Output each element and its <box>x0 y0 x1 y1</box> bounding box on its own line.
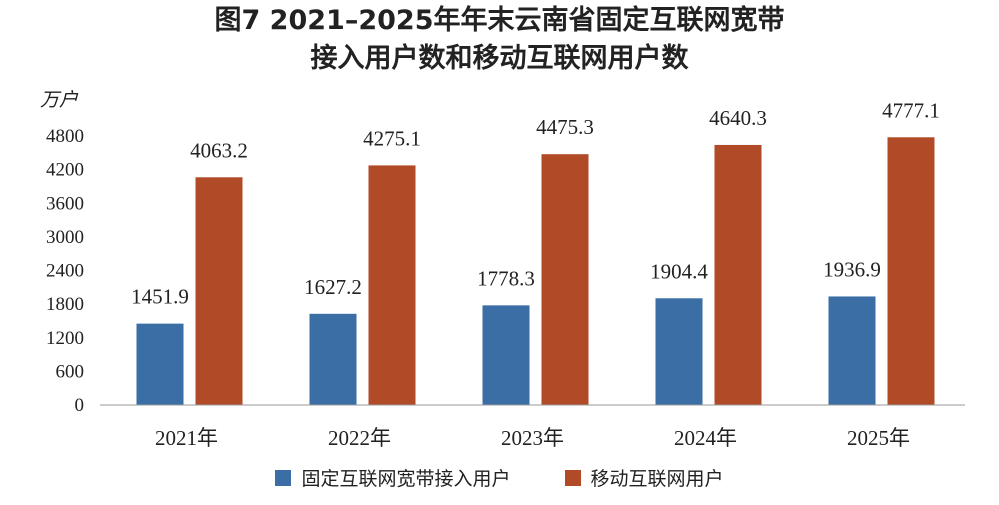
legend: 固定互联网宽带接入用户 移动互联网用户 <box>0 464 999 491</box>
chart-title: 图7 2021–2025年年末云南省固定互联网宽带 接入用户数和移动互联网用户数 <box>0 2 999 78</box>
y-tick-label: 2400 <box>46 261 84 282</box>
y-tick-label: 4800 <box>46 126 84 147</box>
bar-broadband <box>309 313 357 405</box>
chart-title-line-1: 图7 2021–2025年年末云南省固定互联网宽带 <box>214 5 785 36</box>
legend-item-mobile: 移动互联网用户 <box>564 464 724 491</box>
y-axis-ticks: 0 600 1200 1800 2400 3000 3600 4200 4800 <box>46 126 84 416</box>
legend-item-broadband: 固定互联网宽带接入用户 <box>275 464 511 491</box>
bar-broadband <box>655 298 703 405</box>
x-tick-label: 2023年 <box>501 426 564 450</box>
x-axis-ticks: 2021年 2022年 2023年 2024年 2025年 <box>155 426 910 450</box>
data-label: 4475.3 <box>536 115 594 139</box>
x-tick-label: 2025年 <box>847 426 910 450</box>
x-tick-label: 2021年 <box>155 426 218 450</box>
bar-broadband <box>828 296 876 405</box>
data-label: 1904.4 <box>650 259 708 283</box>
y-tick-label: 3000 <box>46 227 84 248</box>
y-axis-unit: 万户 <box>40 89 79 111</box>
data-label: 1451.9 <box>131 285 189 309</box>
y-tick-label: 3600 <box>46 193 84 214</box>
bar-mobile <box>195 177 243 405</box>
y-tick-label: 0 <box>75 395 85 416</box>
bar-mobile <box>714 144 762 405</box>
data-label: 4063.2 <box>190 138 248 162</box>
data-label: 4777.1 <box>882 98 940 122</box>
data-label: 4275.1 <box>363 126 421 150</box>
y-tick-label: 1800 <box>46 294 84 315</box>
x-tick-label: 2022年 <box>328 426 391 450</box>
bar-mobile <box>887 137 935 405</box>
bar-broadband <box>482 305 530 405</box>
legend-swatch-broadband <box>275 469 292 486</box>
bars <box>136 137 935 405</box>
data-labels: 1451.9 4063.2 1627.2 4275.1 1778.3 4475.3 1904… <box>131 98 940 308</box>
x-tick-label: 2024年 <box>674 426 737 450</box>
y-tick-label: 4200 <box>46 160 84 181</box>
chart-title-line-2: 接入用户数和移动互联网用户数 <box>310 43 689 74</box>
legend-label-broadband: 固定互联网宽带接入用户 <box>301 468 511 490</box>
bar-broadband <box>136 323 184 405</box>
data-label: 1936.9 <box>823 257 881 281</box>
y-tick-label: 600 <box>56 361 85 382</box>
y-tick-label: 1200 <box>46 328 84 349</box>
legend-swatch-mobile <box>564 469 581 486</box>
data-label: 1627.2 <box>304 275 362 299</box>
bar-chart: 万户 0 600 1200 1800 2400 3000 3600 4200 4800 1451… <box>40 89 965 450</box>
legend-label-mobile: 移动互联网用户 <box>590 468 724 490</box>
data-label: 4640.3 <box>709 106 767 130</box>
data-label: 1778.3 <box>477 266 535 290</box>
bar-mobile <box>541 154 589 405</box>
bar-mobile <box>368 165 416 405</box>
